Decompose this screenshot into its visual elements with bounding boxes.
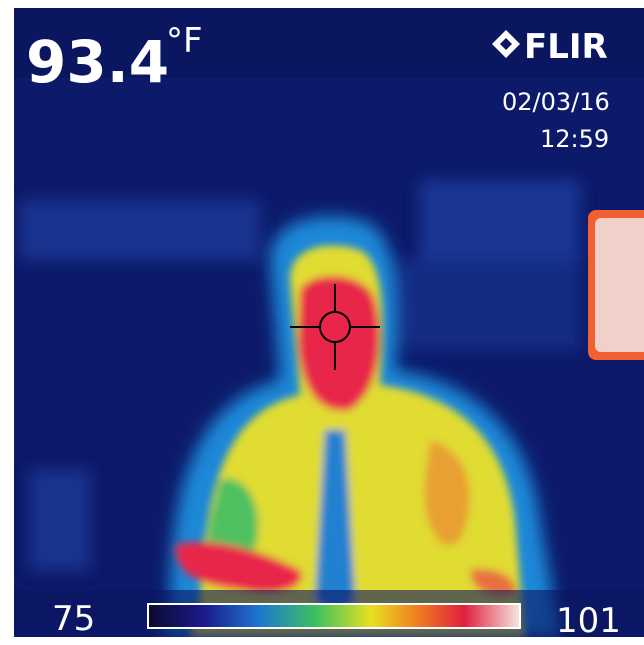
brand-logo: FLIR	[524, 27, 608, 67]
scale-min: 75	[52, 599, 95, 639]
reading-unit: °F	[166, 21, 203, 61]
scale-max: 101	[556, 601, 621, 641]
date: 02/03/16	[502, 88, 610, 116]
brand-icon	[492, 30, 520, 58]
crosshair	[290, 284, 380, 370]
reading-value: 93.4	[26, 28, 169, 96]
color-scale-bar	[147, 603, 521, 629]
time: 12:59	[540, 125, 609, 153]
thermal-image	[14, 8, 644, 637]
